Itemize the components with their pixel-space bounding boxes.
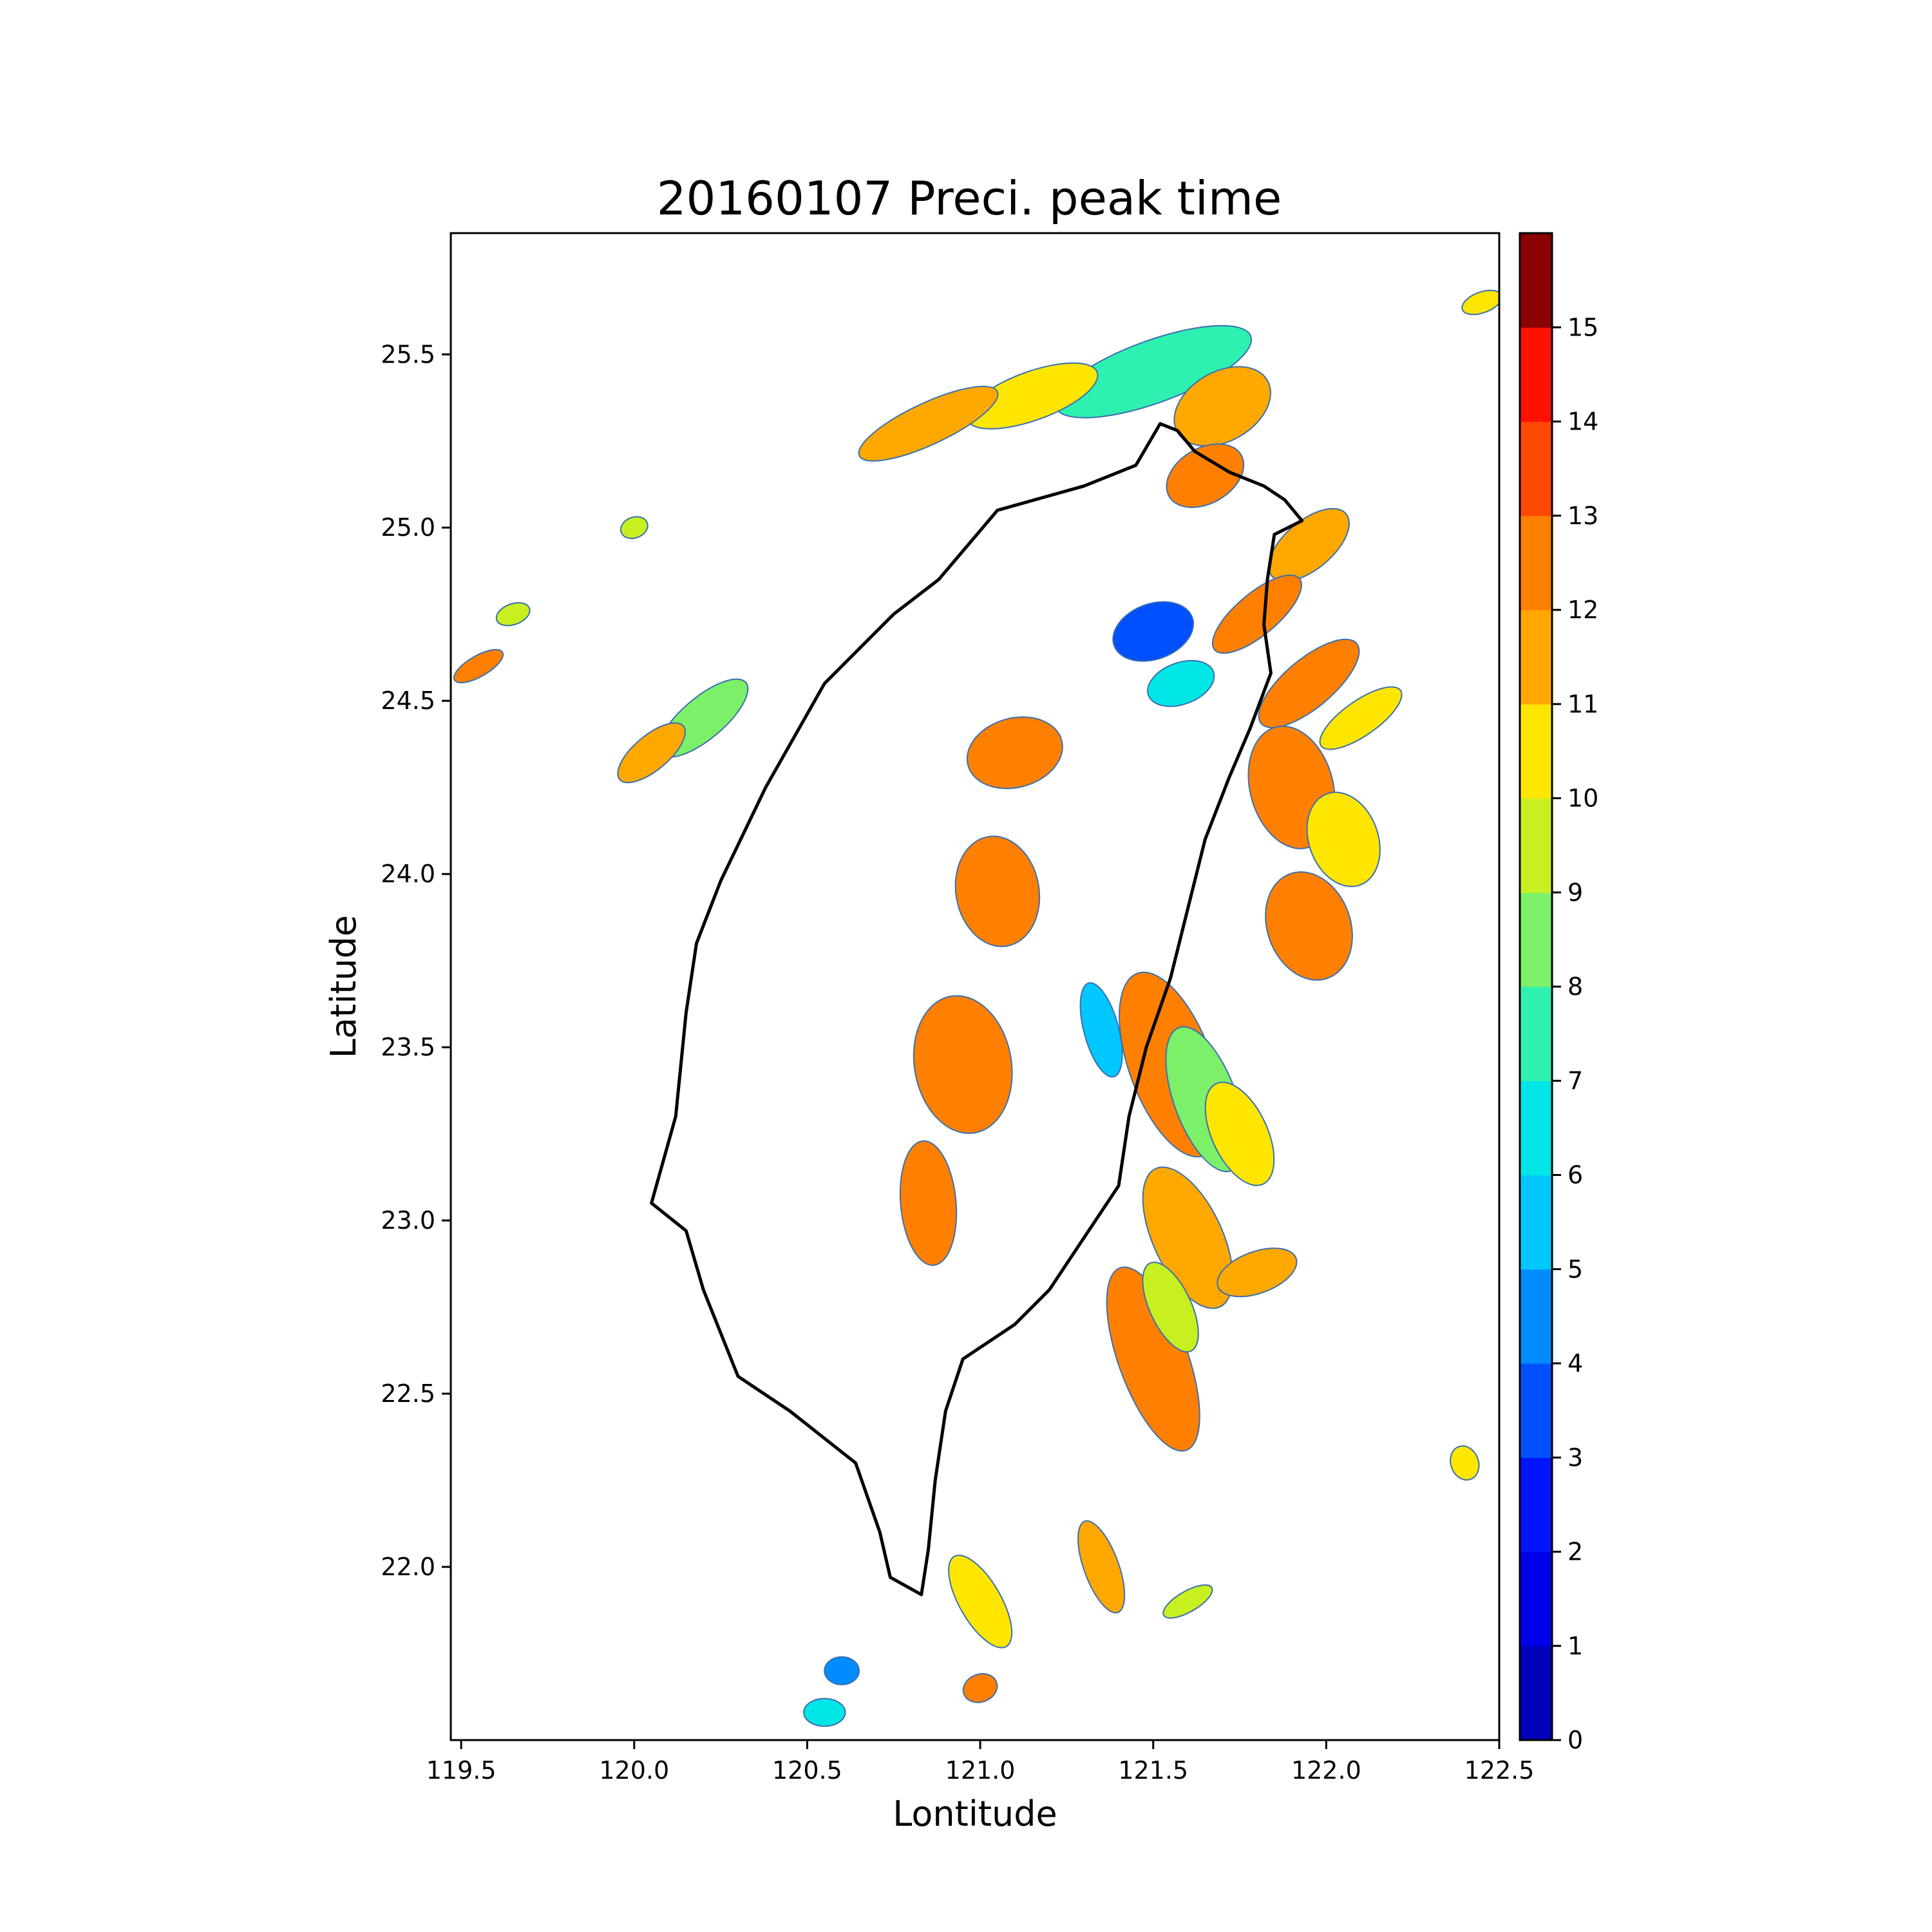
precipitation-regions [453, 289, 1499, 1727]
colorbar-tick-label: 12 [1567, 596, 1598, 624]
y-tick-label: 24.5 [381, 687, 435, 715]
precip-region-28 [1077, 1520, 1126, 1614]
y-tick-label: 25.5 [381, 340, 435, 368]
precip-region-24 [954, 835, 1041, 947]
colorbar-tick-label: 14 [1567, 408, 1598, 436]
colorbar-tick-label: 2 [1567, 1538, 1583, 1566]
colorbar-segment [1520, 704, 1552, 799]
y-axis-ticks: 22.0 22.5 23.0 23.5 24.0 24.5 25.0 25.5 [381, 340, 451, 1581]
x-tick-label: 122.5 [1464, 1756, 1535, 1785]
colorbar-segment [1520, 421, 1552, 516]
x-tick-label: 121.0 [945, 1756, 1016, 1785]
precip-region-27 [1079, 982, 1123, 1078]
y-tick-label: 25.0 [381, 513, 435, 542]
colorbar-tick-label: 4 [1567, 1349, 1583, 1378]
precip-region-35 [1450, 1445, 1480, 1481]
colorbar-segment [1520, 1457, 1552, 1553]
colorbar-tick-label: 1 [1567, 1632, 1583, 1660]
precip-region-29 [948, 1555, 1013, 1649]
x-axis-ticks: 119.5 120.0 120.5 121.0 121.5 122.0 122.5 [426, 1740, 1535, 1785]
precip-region-12 [1306, 791, 1381, 887]
y-tick-label: 22.0 [381, 1553, 435, 1581]
precip-region-17 [1142, 1166, 1234, 1309]
colorbar-segment [1520, 515, 1552, 611]
colorbar-tick-label: 6 [1567, 1161, 1583, 1189]
precip-region-26 [899, 1140, 958, 1266]
x-tick-label: 119.5 [426, 1756, 497, 1785]
colorbar-tick-label: 5 [1567, 1255, 1583, 1283]
colorbar-segment [1520, 1081, 1552, 1176]
plot-area [451, 233, 1499, 1740]
precip-region-38 [495, 601, 531, 627]
precip-region-10 [1319, 686, 1403, 750]
x-tick-label: 120.5 [772, 1756, 842, 1785]
precip-region-8 [1147, 659, 1215, 707]
precip-region-31 [824, 1656, 860, 1685]
colorbar-segment [1520, 1175, 1552, 1270]
precip-region-9 [1258, 638, 1360, 728]
precip-region-30 [1162, 1584, 1213, 1619]
x-tick-label: 122.0 [1291, 1756, 1361, 1785]
precip-region-2 [858, 386, 999, 462]
precip-region-19 [1142, 1262, 1199, 1353]
precip-region-13 [1265, 871, 1353, 981]
precip-region-33 [962, 1673, 998, 1703]
colorbar-segment [1520, 1645, 1552, 1741]
chart-title: 20160107 Preci. peak time [657, 171, 1282, 225]
colorbar-segment [1520, 610, 1552, 705]
colorbar-segment [1520, 987, 1552, 1081]
precip-region-23 [966, 716, 1063, 790]
y-tick-label: 23.5 [381, 1033, 435, 1061]
colorbar [1520, 233, 1552, 1741]
colorbar-tick-label: 11 [1567, 690, 1598, 718]
precip-region-36 [453, 649, 504, 684]
y-axis-title: Latitude [323, 915, 364, 1058]
colorbar-tick-label: 9 [1567, 878, 1583, 907]
colorbar-segment [1520, 1363, 1552, 1458]
precip-region-25 [913, 995, 1013, 1134]
y-tick-label: 22.5 [381, 1379, 435, 1408]
colorbar-tick-label: 3 [1567, 1443, 1583, 1472]
colorbar-tick-label: 13 [1567, 502, 1598, 530]
precip-region-34 [1461, 289, 1499, 316]
x-tick-label: 121.5 [1118, 1756, 1188, 1785]
colorbar-segment [1520, 892, 1552, 987]
colorbar-tick-label: 8 [1567, 972, 1583, 1001]
precip-region-7 [1112, 601, 1195, 662]
colorbar-tick-label: 0 [1567, 1726, 1583, 1754]
precip-region-16 [1204, 1081, 1275, 1186]
x-tick-label: 120.0 [599, 1756, 669, 1785]
precip-region-6 [1211, 574, 1302, 654]
precip-region-32 [803, 1698, 846, 1727]
colorbar-segment [1520, 1269, 1552, 1364]
y-tick-label: 24.0 [381, 860, 435, 888]
precip-region-4 [1166, 443, 1245, 508]
colorbar-segment [1520, 1551, 1552, 1647]
colorbar-segment [1520, 798, 1552, 893]
y-tick-label: 23.0 [381, 1206, 435, 1235]
plot-frame [450, 232, 1501, 1741]
taiwan-coastline [650, 422, 1304, 1596]
colorbar-tick-label: 15 [1567, 313, 1598, 341]
precip-region-37 [620, 516, 649, 540]
precip-region-22 [617, 722, 686, 784]
precip-region-20 [1217, 1247, 1298, 1298]
colorbar-tick-label: 7 [1567, 1066, 1583, 1095]
colorbar-segment [1520, 327, 1552, 422]
x-axis-title: Lontitude [893, 1794, 1057, 1834]
colorbar-segment [1520, 233, 1552, 328]
colorbar-tick-label: 10 [1567, 784, 1598, 813]
